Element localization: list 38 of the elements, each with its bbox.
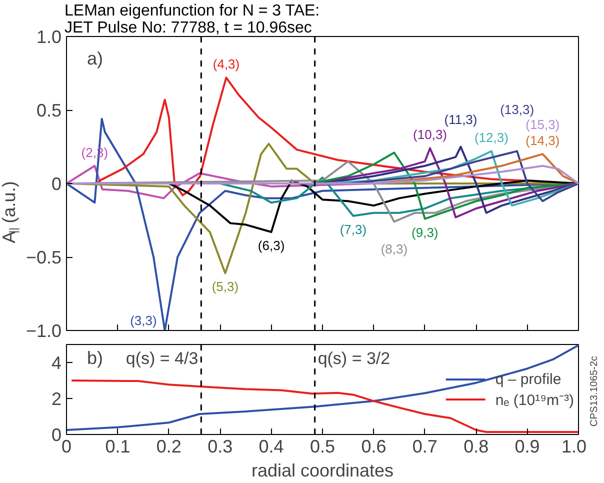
series-label: (10,3) bbox=[413, 127, 448, 142]
text: (15,3) bbox=[526, 116, 560, 132]
series-label: (7,3) bbox=[340, 222, 367, 237]
series-label: (5,3) bbox=[212, 279, 239, 294]
x-tick-label: 1.0 bbox=[561, 436, 587, 456]
annotation: a) bbox=[86, 48, 103, 68]
x-tick-label: 0.5 bbox=[310, 436, 336, 456]
series-label: (3,3) bbox=[130, 313, 157, 328]
series-label: (6,3) bbox=[258, 238, 285, 254]
x-axis-title: radial coordinates bbox=[251, 460, 394, 480]
text: CPS13.1065-2c bbox=[589, 356, 600, 427]
series-label: (8,3) bbox=[380, 242, 408, 257]
y-tick-label: −1.0 bbox=[26, 321, 62, 341]
y-tick-label: −0.5 bbox=[26, 248, 62, 268]
annotation: q(s) = 4/3 bbox=[126, 349, 198, 368]
series-label: (14,3) bbox=[526, 133, 560, 148]
series-label: (9,3) bbox=[412, 224, 438, 240]
y-tick-label: 2 bbox=[51, 389, 62, 409]
legend-label: nₑ (10¹⁹m⁻³) bbox=[495, 391, 574, 409]
x-tick-label: 0.8 bbox=[464, 436, 489, 456]
x-tick-label: 0.9 bbox=[514, 436, 540, 456]
series-label: (11,3) bbox=[444, 112, 478, 127]
x-tick-label: 0.6 bbox=[361, 436, 386, 456]
y-tick-label: 1.0 bbox=[36, 27, 62, 47]
annotation: b) bbox=[86, 348, 103, 368]
x-tick-label: 0.4 bbox=[258, 436, 284, 456]
x-tick-label: 0.7 bbox=[412, 436, 438, 456]
series-label: (4,3) bbox=[212, 56, 240, 72]
text: (13,3) bbox=[500, 102, 534, 118]
x-tick-label: 0.1 bbox=[105, 436, 130, 456]
series-label: (12,3) bbox=[474, 130, 508, 146]
annotation: q(s) = 3/2 bbox=[318, 349, 390, 368]
x-tick-label: 0.2 bbox=[156, 436, 182, 456]
y-tick-label: 0 bbox=[51, 174, 62, 194]
x-tick-label: 0.3 bbox=[208, 436, 233, 456]
y-tick-label: 4 bbox=[51, 353, 62, 373]
chart-title: LEMan eigenfunction for N = 3 TAE: JET Pulse No: 77788, t = 10.96sec bbox=[64, 2, 320, 36]
y-tick-label: 0.5 bbox=[36, 100, 62, 120]
